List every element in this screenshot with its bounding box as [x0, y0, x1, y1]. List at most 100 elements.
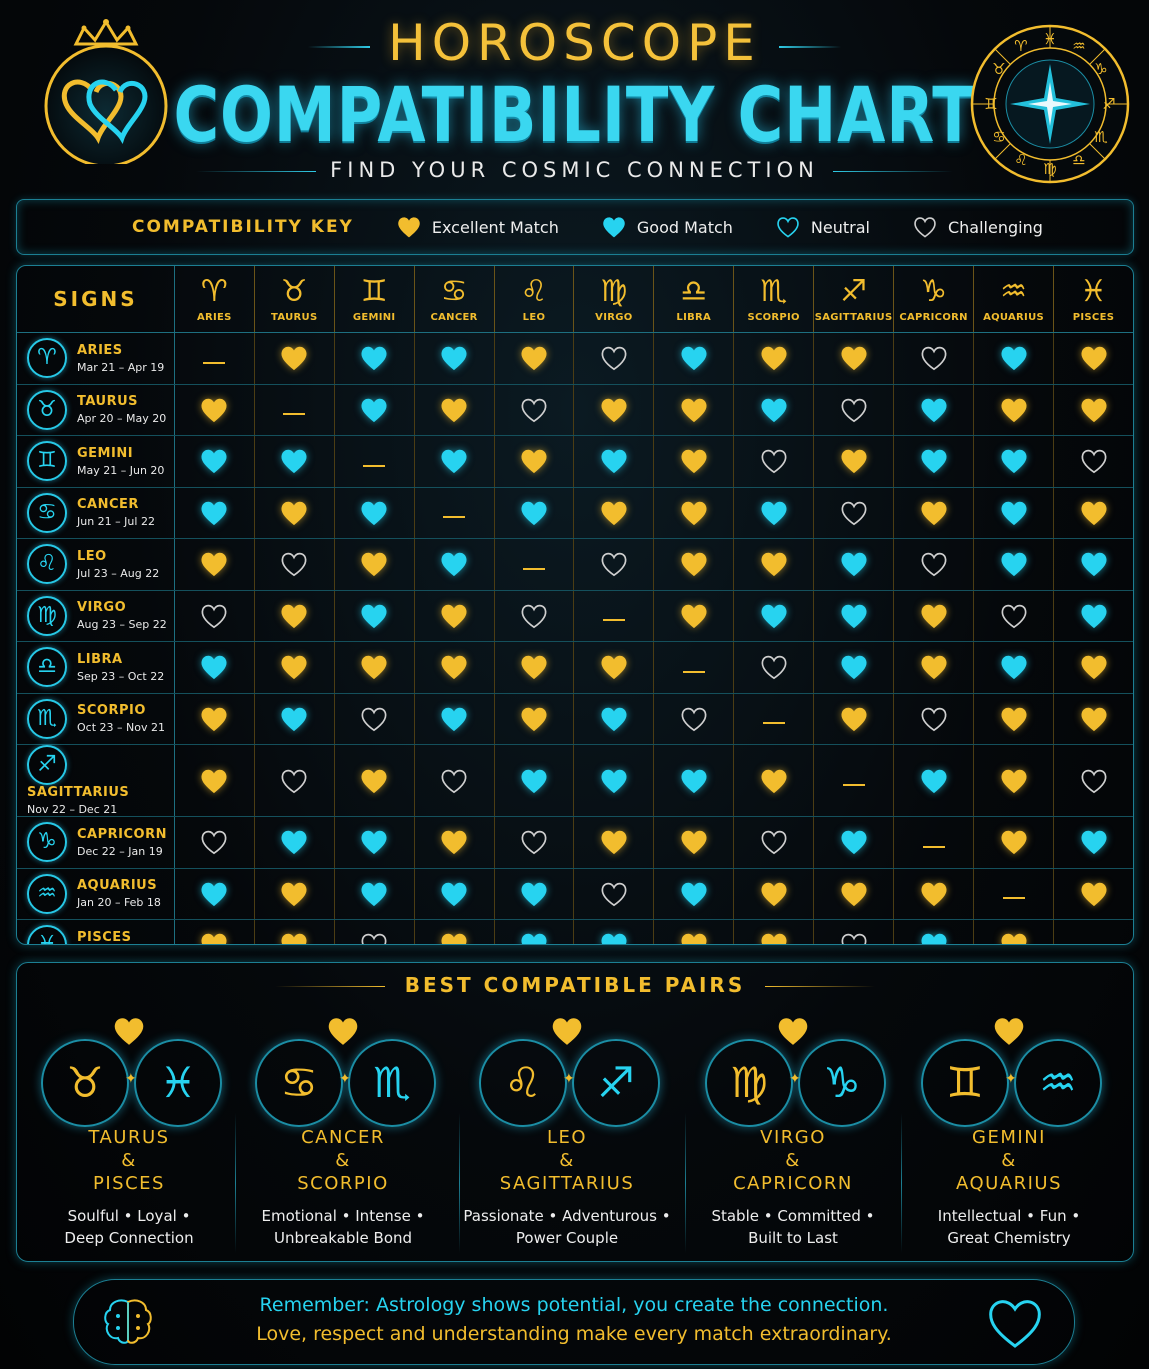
libra-symbol-icon: ♎: [27, 647, 67, 688]
compat-cell: [1053, 384, 1133, 436]
heart-outline-icon: [521, 604, 547, 628]
compat-cell: [254, 435, 335, 488]
compat-cell: [973, 693, 1055, 745]
compat-cell: [573, 641, 655, 694]
compat-cell: [573, 816, 655, 869]
compat-cell: [414, 590, 495, 642]
compat-cell: [254, 868, 335, 920]
heart-gold-icon: [361, 656, 387, 680]
column-header-aries: ♈ ARIES: [174, 266, 255, 333]
row-sign-dates: Jun 21 – Jul 22: [77, 515, 155, 529]
heart-cyan-icon: [601, 707, 627, 731]
compat-cell: [973, 641, 1055, 694]
heart-cyan-icon: [1000, 501, 1027, 525]
compat-cell: [334, 919, 415, 944]
compat-cell: [174, 332, 255, 385]
compat-cell: [813, 816, 895, 869]
table-row: ♓PISCESFeb 19 – Mar 20: [17, 919, 1133, 944]
svg-text:♏: ♏: [1094, 128, 1108, 146]
row-sign-dates: Jan 20 – Feb 18: [77, 896, 161, 910]
compat-cell: [494, 641, 575, 694]
compat-cell: [334, 590, 415, 642]
compat-cell: [174, 435, 255, 488]
compat-cell: [414, 641, 495, 694]
heart-outline-icon: [281, 553, 307, 577]
heart-cyan-icon: [521, 501, 547, 525]
aquarius-symbol-icon: ♒: [27, 873, 67, 914]
compat-cell: [653, 641, 735, 694]
heart-gold-icon: [994, 1018, 1024, 1045]
heart-gold-icon: [201, 398, 227, 422]
compat-cell: [653, 744, 735, 817]
compat-cell: [414, 868, 495, 920]
heart-gold-icon: [1080, 347, 1107, 371]
compat-cell: [813, 868, 895, 920]
compat-cell: [573, 868, 655, 920]
svg-text:♈: ♈: [1014, 37, 1027, 55]
heart-cyan-icon: [441, 450, 467, 474]
heart-outline-icon: [761, 831, 787, 855]
heart-gold-icon: [281, 501, 307, 525]
heart-gold-icon: [841, 450, 867, 474]
pair-name-1: TAURUS: [88, 1127, 170, 1148]
pair-desc-1: Soulful • Loyal •: [67, 1207, 191, 1225]
pisces-symbol-icon: ♓: [27, 925, 67, 944]
compat-cell: [653, 332, 735, 385]
heart-gold-icon: [681, 450, 707, 474]
compat-cell: [174, 487, 255, 539]
heart-gold-icon: [441, 604, 467, 628]
compat-cell: [733, 693, 815, 745]
compat-cell: [1053, 590, 1133, 642]
compat-cell: [733, 435, 815, 488]
compat-cell: [254, 332, 335, 385]
compat-cell: [174, 384, 255, 436]
compat-cell: [893, 693, 975, 745]
subtitle-line-left: [196, 170, 317, 172]
compat-cell: [494, 868, 575, 920]
compat-cell: [813, 384, 895, 436]
libra-symbol-icon: ♎: [680, 273, 708, 309]
capricorn-symbol-icon: ♑: [920, 273, 948, 309]
compat-cell: [893, 332, 975, 385]
row-sign-dates: Aug 23 – Sep 22: [77, 618, 167, 632]
heart-gold-icon: [281, 347, 307, 371]
pair-card: ♉ ♓ ✦ TAURUS & PISCES Soulful • Loyal • Deep Co…: [19, 1013, 239, 1253]
heart-outline-icon: [1081, 450, 1106, 474]
pair-right-symbol-icon: ♒: [1014, 1039, 1102, 1127]
compat-cell: [254, 384, 335, 436]
heart-cyan-icon: [201, 501, 227, 525]
table-row: ♌ LEO Jul 23 – Aug 22: [17, 538, 1133, 591]
heart-cyan-icon: [761, 501, 787, 525]
compat-cell: [1053, 538, 1133, 591]
heart-gold-icon: [201, 769, 227, 793]
heart-gold-icon: [1000, 398, 1027, 422]
compat-cell: [653, 590, 735, 642]
compat-cell: [893, 435, 975, 488]
compat-cell: [1053, 693, 1133, 745]
compat-cell: [414, 693, 495, 745]
key-excellent-label: Excellent Match: [431, 217, 559, 237]
compat-cell: [733, 816, 815, 869]
row-header-pisces: ♓PISCESFeb 19 – Mar 20: [17, 919, 175, 944]
pair-name-2: SAGITTARIUS: [499, 1173, 635, 1194]
pair-name-1: GEMINI: [972, 1127, 1046, 1148]
heart-gold-icon: [1000, 707, 1027, 731]
leo-symbol-icon: ♌: [520, 273, 548, 309]
compat-cell: [973, 538, 1055, 591]
compat-cell: [174, 590, 255, 642]
heart-gold-icon: [681, 398, 707, 422]
heart-cyan-icon: [201, 450, 227, 474]
compat-cell: [334, 744, 415, 817]
compat-cell: [813, 332, 895, 385]
heart-cyan-icon: [921, 450, 947, 474]
compat-cell: [494, 487, 575, 539]
heart-outline-icon: [361, 707, 387, 731]
subtitle-line-right: [832, 170, 953, 172]
key-title: COMPATIBILITY KEY: [132, 217, 354, 237]
heart-gold-icon: [761, 882, 787, 906]
compat-cell: [334, 435, 415, 488]
heart-outline-icon: [1081, 769, 1106, 793]
pair-name-2: SCORPIO: [297, 1173, 389, 1194]
heart-outline-icon: [681, 707, 707, 731]
heart-gold-icon: [841, 707, 867, 731]
